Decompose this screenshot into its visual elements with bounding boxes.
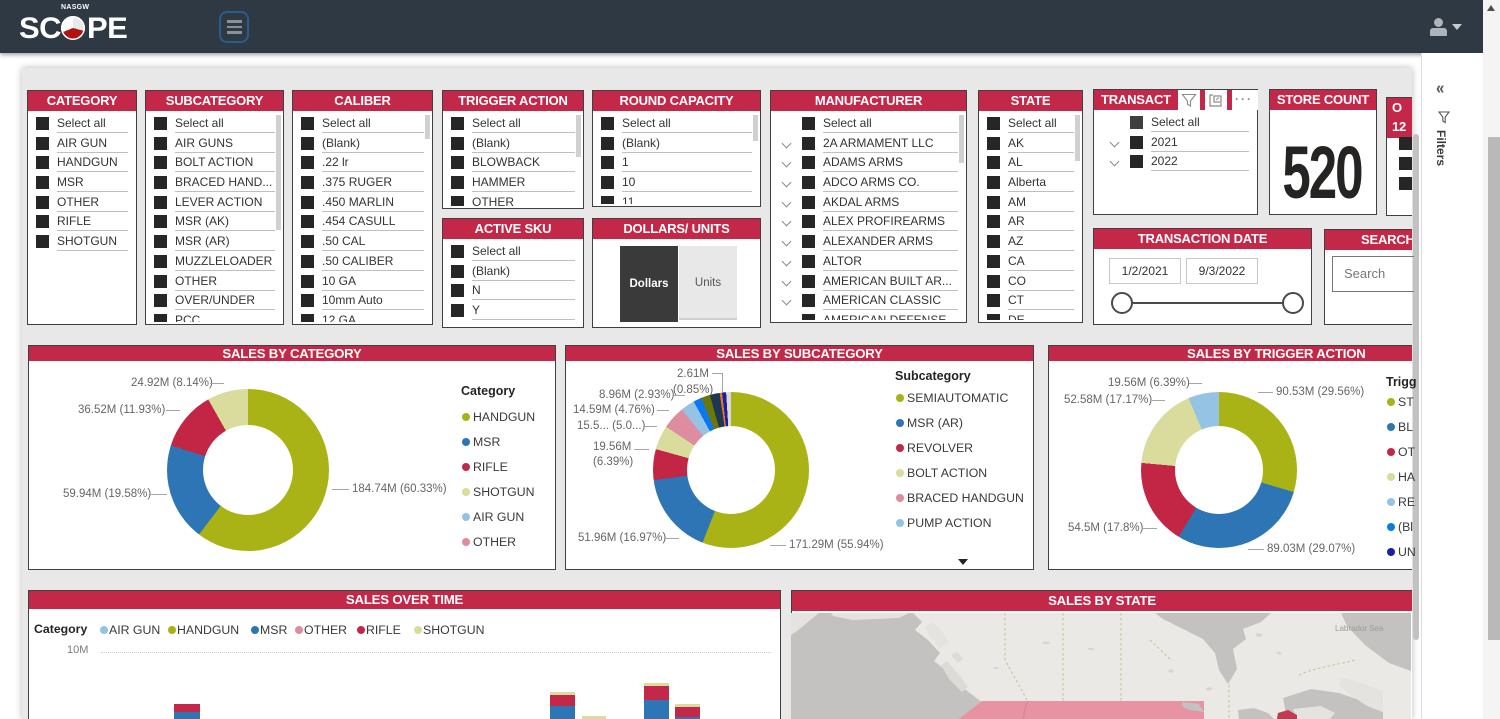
svg-text:Labrador Sea: Labrador Sea bbox=[1335, 624, 1384, 633]
